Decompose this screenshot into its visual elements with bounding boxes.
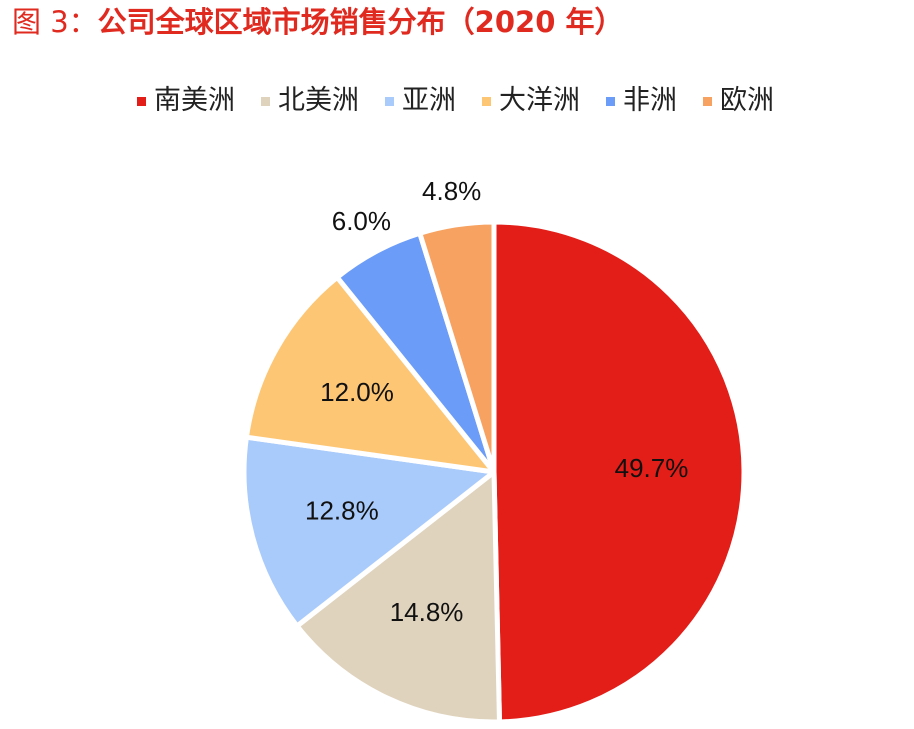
slice-label: 14.8% xyxy=(390,597,464,627)
legend-label: 大洋洲 xyxy=(499,85,580,116)
pie-slice xyxy=(241,434,497,629)
chart-title-text: 公司全球区域市场销售分布（2020 年） xyxy=(97,5,624,39)
legend-item: 南美洲 xyxy=(137,85,235,117)
slice-label: 49.7% xyxy=(615,453,689,483)
legend-swatch xyxy=(482,96,491,106)
legend-item: 北美洲 xyxy=(261,85,359,117)
pie-slice xyxy=(417,219,497,475)
legend-item: 非洲 xyxy=(606,85,677,117)
legend-label: 亚洲 xyxy=(402,85,456,116)
slice-label: 4.8% xyxy=(422,176,481,206)
legend-swatch xyxy=(385,96,394,106)
legend-item: 欧洲 xyxy=(703,85,774,117)
legend-item: 亚洲 xyxy=(385,85,456,117)
legend-item: 大洋洲 xyxy=(482,85,580,117)
legend-label: 南美洲 xyxy=(154,85,235,116)
legend-swatch xyxy=(137,96,146,106)
pie-slice xyxy=(294,469,502,725)
chart-title: 图 3：公司全球区域市场销售分布（2020 年） xyxy=(12,2,623,42)
pie-slice xyxy=(491,219,747,725)
legend-swatch xyxy=(703,96,712,106)
legend-label: 欧洲 xyxy=(720,85,774,116)
legend-label: 非洲 xyxy=(623,85,677,116)
legend-swatch xyxy=(606,96,615,106)
slice-label: 12.8% xyxy=(305,496,379,526)
chart-title-prefix: 图 3： xyxy=(12,5,98,39)
slice-label: 12.0% xyxy=(320,377,394,407)
pie-slice xyxy=(243,274,497,475)
legend-label: 北美洲 xyxy=(278,85,359,116)
chart-legend: 南美洲 北美洲 亚洲 大洋洲 非洲 欧洲 xyxy=(137,84,774,118)
legend-swatch xyxy=(261,96,270,106)
slice-label: 6.0% xyxy=(332,206,391,236)
